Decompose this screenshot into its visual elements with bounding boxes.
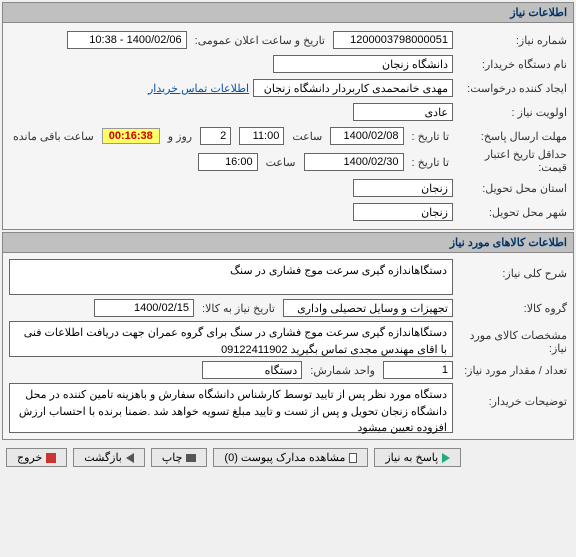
row-province: استان محل تحویل: زنجان [9,177,567,199]
label-spec: مشخصات کالای مورد نیاز: [457,321,567,357]
panel-request-info-body: شماره نیاز: 1200003798000051 تاریخ و ساع… [3,23,573,229]
row-request-number: شماره نیاز: 1200003798000051 تاریخ و ساع… [9,29,567,51]
exit-button[interactable]: خروج [6,448,67,467]
label-unit: واحد شمارش: [306,364,379,377]
panel-request-info: اطلاعات نیاز شماره نیاز: 120000379800005… [2,2,574,230]
field-creator: مهدی خانمحمدی کاربردار دانشگاه زنجان [253,79,453,97]
back-button-label: بازگشت [84,451,122,464]
label-buyer: نام دستگاه خریدار: [457,58,567,71]
field-province: زنجان [353,179,453,197]
exit-button-label: خروج [17,451,42,464]
label-validity-time: ساعت [262,156,300,169]
field-request-number: 1200003798000051 [333,31,453,49]
view-docs-button-label: مشاهده مدارک پیوست (0) [224,451,345,464]
field-unit: دستگاه [202,361,302,379]
exit-icon [46,453,56,463]
label-city: شهر محل تحویل: [457,206,567,219]
field-city: زنجان [353,203,453,221]
label-priority: اولویت نیاز : [457,106,567,119]
field-deadline-date: 1400/02/08 [330,127,403,145]
label-notes: توضیحات خریدار: [457,383,567,433]
back-icon [126,453,134,463]
row-deadline: مهلت ارسال پاسخ: تا تاریخ : 1400/02/08 س… [9,125,567,147]
view-docs-button[interactable]: مشاهده مدارک پیوست (0) [213,448,368,467]
label-deadline: مهلت ارسال پاسخ: [457,130,567,143]
field-desc: دستگاهاندازه گیری سرعت موج فشاری در سنگ [9,259,453,295]
row-city: شهر محل تحویل: زنجان [9,201,567,223]
label-desc: شرح کلی نیاز: [457,259,567,295]
label-need-date: تاریخ نیاز به کالا: [198,302,279,315]
row-qty: تعداد / مقدار مورد نیاز: 1 واحد شمارش: د… [9,359,567,381]
panel-request-info-header: اطلاعات نیاز [3,3,573,23]
label-group: گروه کالا: [457,302,567,315]
row-buyer: نام دستگاه خریدار: دانشگاه زنجان [9,53,567,75]
link-buyer-contact[interactable]: اطلاعات تماس خریدار [148,82,249,95]
field-need-date: 1400/02/15 [94,299,194,317]
reply-button-label: پاسخ به نیاز [385,451,438,464]
panel-goods-info-body: شرح کلی نیاز: دستگاهاندازه گیری سرعت موج… [3,253,573,439]
row-priority: اولویت نیاز : عادی [9,101,567,123]
print-button-label: چاپ [162,451,183,464]
print-button[interactable]: چاپ [151,448,208,467]
panel-goods-info-header: اطلاعات کالاهای مورد نیاز [3,233,573,253]
field-priority: عادی [353,103,453,121]
field-notes: دستگاه مورد نظر پس از تایید توسط کارشناس… [9,383,453,433]
label-request-number: شماره نیاز: [457,34,567,47]
panel-goods-info: اطلاعات کالاهای مورد نیاز شرح کلی نیاز: … [2,232,574,440]
row-validity: حداقل تاریخ اعتبار قیمت: تا تاریخ : 1400… [9,149,567,175]
label-announce-datetime: تاریخ و ساعت اعلان عمومی: [191,34,329,47]
reply-icon [442,453,450,463]
row-spec: مشخصات کالای مورد نیاز: دستگاهاندازه گیر… [9,321,567,357]
label-creator: ایجاد کننده درخواست: [457,82,567,95]
label-qty: تعداد / مقدار مورد نیاز: [457,364,567,377]
field-group: تجهیزات و وسایل تحصیلی واداری [283,299,453,317]
button-bar: خروج بازگشت چاپ مشاهده مدارک پیوست (0) پ… [0,442,576,473]
label-days-and: روز و [164,130,196,143]
label-validity: حداقل تاریخ اعتبار قیمت: [457,149,567,175]
document-icon [349,453,357,463]
label-remaining: ساعت باقی مانده [9,130,98,143]
label-deadline-time: ساعت [288,130,326,143]
field-deadline-time: 11:00 [239,127,284,145]
row-group: گروه کالا: تجهیزات و وسایل تحصیلی واداری… [9,297,567,319]
back-button[interactable]: بازگشت [73,448,145,467]
field-validity-time: 16:00 [198,153,258,171]
reply-button[interactable]: پاسخ به نیاز [374,448,461,467]
row-notes: توضیحات خریدار: دستگاه مورد نظر پس از تا… [9,383,567,433]
field-timer: 00:16:38 [102,128,160,144]
field-validity-date: 1400/02/30 [304,153,404,171]
field-announce-datetime: 1400/02/06 - 10:38 [67,31,187,49]
print-icon [186,454,196,462]
label-deadline-to: تا تاریخ : [408,130,453,143]
row-creator: ایجاد کننده درخواست: مهدی خانمحمدی کاربر… [9,77,567,99]
field-buyer: دانشگاه زنجان [273,55,453,73]
field-spec: دستگاهاندازه گیری سرعت موج فشاری در سنگ … [9,321,453,357]
field-qty: 1 [383,361,453,379]
row-desc: شرح کلی نیاز: دستگاهاندازه گیری سرعت موج… [9,259,567,295]
label-province: استان محل تحویل: [457,182,567,195]
field-days-remaining: 2 [200,127,231,145]
label-validity-to: تا تاریخ : [408,156,453,169]
